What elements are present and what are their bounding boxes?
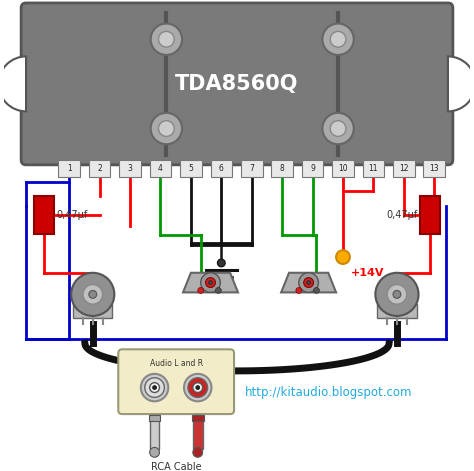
Bar <box>193 415 203 449</box>
Circle shape <box>313 287 319 293</box>
Polygon shape <box>281 273 336 292</box>
Circle shape <box>150 447 159 457</box>
Circle shape <box>393 291 401 298</box>
Text: 11: 11 <box>369 164 378 173</box>
Wedge shape <box>0 57 26 111</box>
Bar <box>332 160 354 177</box>
Circle shape <box>153 386 156 390</box>
Bar <box>119 160 141 177</box>
Bar <box>150 415 159 449</box>
Bar <box>73 304 112 318</box>
FancyBboxPatch shape <box>118 349 234 414</box>
Text: RCA Cable: RCA Cable <box>151 462 201 471</box>
Wedge shape <box>448 57 474 111</box>
Text: +14V: +14V <box>351 268 384 278</box>
Circle shape <box>201 273 220 292</box>
Text: 3: 3 <box>128 164 133 173</box>
Circle shape <box>322 113 354 144</box>
Text: TDA8560Q: TDA8560Q <box>175 74 299 94</box>
Text: 6: 6 <box>219 164 224 173</box>
Bar <box>363 160 384 177</box>
Circle shape <box>198 287 204 293</box>
Circle shape <box>141 374 168 401</box>
Bar <box>192 415 204 421</box>
Circle shape <box>375 273 419 316</box>
Text: 0,47μf: 0,47μf <box>386 210 418 220</box>
Circle shape <box>299 273 319 292</box>
Text: 2: 2 <box>97 164 102 173</box>
Text: 4: 4 <box>158 164 163 173</box>
Circle shape <box>218 259 225 267</box>
Circle shape <box>307 281 310 284</box>
Circle shape <box>145 378 164 398</box>
Bar <box>241 160 263 177</box>
Bar <box>58 160 80 177</box>
Circle shape <box>330 121 346 137</box>
Text: http://kitaudio.blogspot.com: http://kitaudio.blogspot.com <box>245 386 412 399</box>
Text: 9: 9 <box>310 164 315 173</box>
Circle shape <box>193 447 203 457</box>
Bar <box>271 160 293 177</box>
Circle shape <box>330 32 346 47</box>
Bar <box>377 304 417 318</box>
Circle shape <box>151 113 182 144</box>
Circle shape <box>193 382 203 392</box>
Text: 13: 13 <box>429 164 439 173</box>
Text: 5: 5 <box>189 164 193 173</box>
Bar <box>34 196 54 234</box>
FancyBboxPatch shape <box>21 3 453 165</box>
Bar <box>180 160 201 177</box>
Circle shape <box>196 386 200 390</box>
Circle shape <box>89 291 97 298</box>
Bar <box>149 415 161 421</box>
Bar <box>210 160 232 177</box>
Bar <box>420 196 440 234</box>
Text: 12: 12 <box>399 164 409 173</box>
Text: 1: 1 <box>67 164 72 173</box>
Polygon shape <box>183 273 238 292</box>
Circle shape <box>206 278 215 287</box>
Circle shape <box>158 121 174 137</box>
Circle shape <box>336 250 350 264</box>
Bar <box>89 160 110 177</box>
Circle shape <box>296 287 302 293</box>
Circle shape <box>322 24 354 55</box>
Circle shape <box>83 284 102 304</box>
Bar <box>423 160 445 177</box>
Circle shape <box>215 287 221 293</box>
Text: 8: 8 <box>280 164 284 173</box>
Circle shape <box>150 382 159 392</box>
Circle shape <box>184 374 211 401</box>
Bar <box>150 160 171 177</box>
Bar <box>393 160 415 177</box>
Circle shape <box>304 278 313 287</box>
Circle shape <box>71 273 114 316</box>
Circle shape <box>188 378 208 398</box>
Text: 7: 7 <box>249 164 254 173</box>
Text: Audio L and R: Audio L and R <box>150 358 203 367</box>
Bar <box>302 160 323 177</box>
Circle shape <box>151 24 182 55</box>
Circle shape <box>209 281 212 284</box>
Text: 10: 10 <box>338 164 348 173</box>
Circle shape <box>387 284 407 304</box>
Circle shape <box>158 32 174 47</box>
Text: 0,47μf: 0,47μf <box>56 210 88 220</box>
